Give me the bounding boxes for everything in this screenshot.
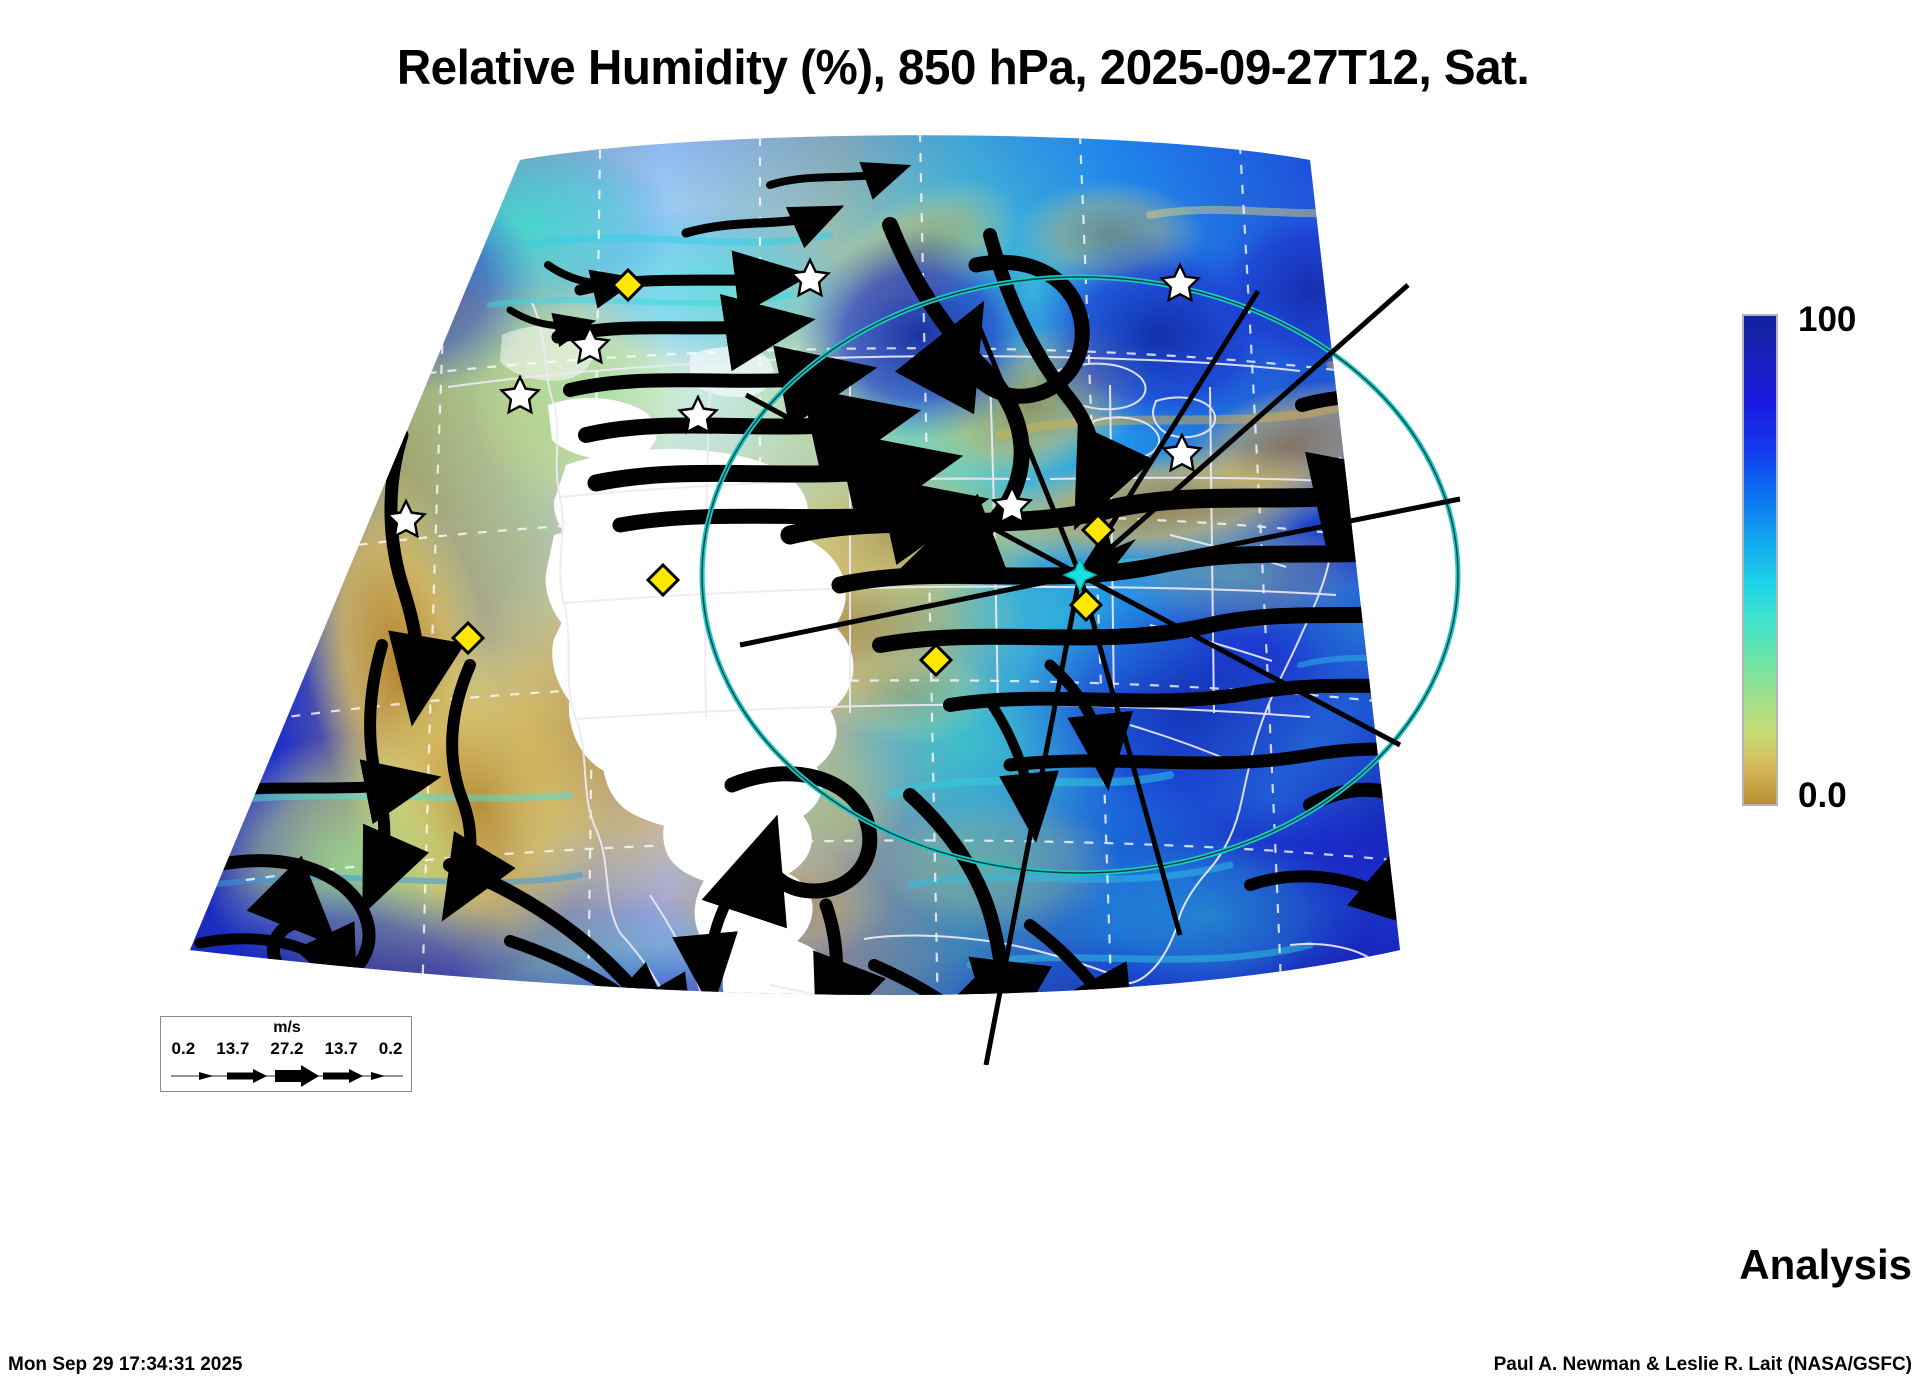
diamond-marker[interactable] [1068,587,1104,623]
wind-tick-0: 0.2 [171,1039,196,1058]
relative-humidity-map[interactable] [150,105,1710,1065]
diamond-marker[interactable] [1080,512,1116,548]
generation-timestamp: Mon Sep 29 17:34:31 2025 [8,1354,243,1375]
wind-tick-4: 0.2 [378,1039,403,1058]
author-credit: Paul A. Newman & Leslie R. Lait (NASA/GS… [1493,1354,1912,1375]
range-ring [699,274,1461,876]
wind-tick-labels: 0.2 13.7 27.2 13.7 0.2 [161,1039,413,1059]
colorbar-max-label: 100 [1798,300,1857,339]
wind-tick-1: 13.7 [216,1039,250,1058]
wind-speed-legend: m/s 0.2 13.7 27.2 13.7 0.2 [160,1016,412,1092]
star-marker[interactable] [1159,262,1201,303]
diamond-marker[interactable] [610,267,646,303]
star-marker[interactable] [677,394,719,435]
colorbar-min-label: 0.0 [1798,776,1847,815]
diamond-marker[interactable] [918,642,954,678]
star-markers[interactable] [385,257,1203,539]
wind-tick-2: 27.2 [270,1039,304,1058]
analysis-label: Analysis [1739,1241,1912,1288]
colorbar: 100 0.0 [1742,300,1922,815]
map-figure[interactable] [150,105,1710,1065]
humidity-field [190,135,1400,995]
colorbar-gradient [1742,314,1778,806]
diamond-marker[interactable] [450,620,486,656]
diamond-marker[interactable] [645,562,681,598]
star-marker[interactable] [569,324,611,365]
star-marker[interactable] [385,498,427,539]
wind-tick-3: 13.7 [324,1039,358,1058]
center-base-marker[interactable] [1062,557,1098,593]
wind-arrow-scale-icon [171,1065,403,1087]
star-marker[interactable] [991,484,1033,525]
star-marker[interactable] [499,374,541,415]
diamond-markers[interactable] [450,267,1116,678]
star-marker[interactable] [1161,432,1203,473]
wind-units-label: m/s [273,1019,301,1036]
track-direction-arrow [1082,525,1136,575]
page-title: Relative Humidity (%), 850 hPa, 2025-09-… [396,41,1530,95]
star-marker[interactable] [789,257,831,298]
flight-track-legs[interactable] [739,283,1461,1065]
